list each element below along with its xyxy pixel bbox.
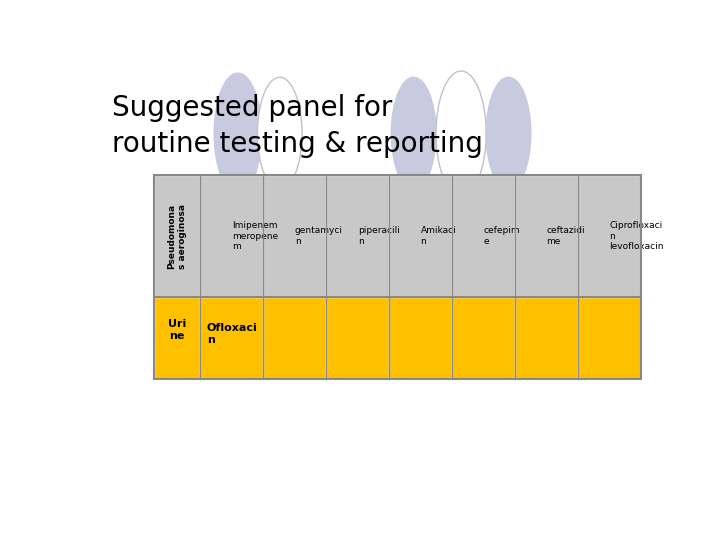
Bar — [515, 175, 578, 297]
Text: Pseudomona
s aeroginosa: Pseudomona s aeroginosa — [168, 204, 187, 269]
Text: Suggested panel for
routine testing & reporting: Suggested panel for routine testing & re… — [112, 94, 483, 158]
Text: Uri
ne: Uri ne — [168, 319, 186, 341]
Text: Amikaci
n: Amikaci n — [420, 226, 456, 246]
Text: ceftazidi
me: ceftazidi me — [546, 226, 585, 246]
Text: Ofloxaci
n: Ofloxaci n — [207, 323, 258, 345]
Bar — [200, 175, 264, 297]
Bar — [264, 175, 326, 297]
Bar — [154, 297, 200, 379]
Text: piperacili
n: piperacili n — [358, 226, 400, 246]
Text: Ciprofloxaci
n
levofloxacin: Ciprofloxaci n levofloxacin — [609, 221, 664, 251]
Ellipse shape — [486, 77, 531, 190]
Bar — [154, 175, 641, 379]
Bar — [578, 297, 641, 379]
Bar — [515, 297, 578, 379]
Bar — [578, 175, 641, 297]
Ellipse shape — [214, 73, 261, 194]
Ellipse shape — [392, 77, 436, 190]
Bar — [389, 297, 452, 379]
Bar — [452, 175, 515, 297]
Bar — [264, 297, 326, 379]
Text: cefepim
e: cefepim e — [483, 226, 520, 246]
Ellipse shape — [436, 71, 486, 196]
Bar — [389, 175, 452, 297]
Bar — [326, 297, 389, 379]
Bar — [452, 297, 515, 379]
Bar — [154, 175, 200, 297]
Bar — [326, 175, 389, 297]
Text: Imipenem
meropene
m: Imipenem meropene m — [232, 221, 278, 251]
Text: gentamyci
n: gentamyci n — [294, 226, 343, 246]
Ellipse shape — [258, 77, 302, 190]
Bar — [200, 297, 264, 379]
